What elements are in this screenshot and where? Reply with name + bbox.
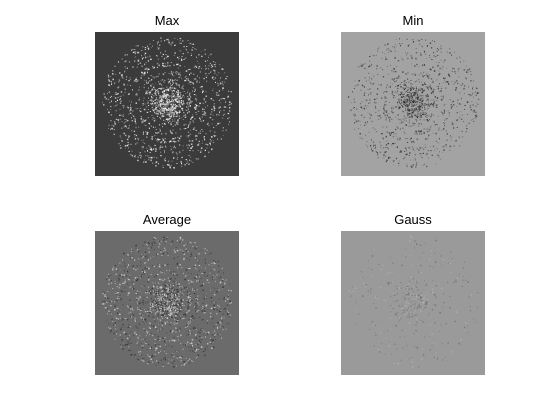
image-max [95, 32, 239, 176]
subplot-title-max: Max [154, 13, 180, 28]
image-min [341, 32, 485, 176]
filtered-image-min [341, 32, 485, 176]
subplot-title-min: Min [402, 13, 424, 28]
subplot-title-gauss: Gauss [394, 212, 432, 227]
filtered-image-max [95, 32, 239, 176]
filtered-image-gauss [341, 231, 485, 375]
filtered-image-average [95, 231, 239, 375]
image-average [95, 231, 239, 375]
subplot-title-average: Average [142, 212, 192, 227]
image-gauss [341, 231, 485, 375]
